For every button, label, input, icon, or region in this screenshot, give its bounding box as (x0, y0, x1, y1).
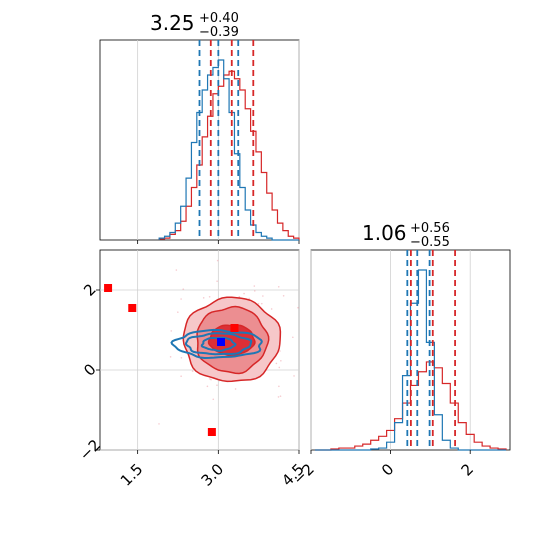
blue-contour-level-2 (170, 328, 263, 360)
bl-sample-point (175, 269, 178, 271)
bl-sample-point (177, 311, 179, 313)
panel-br-title: 1.06 (362, 221, 407, 245)
panel-top-title: 3.25 (150, 11, 195, 35)
bl-sample-point (253, 290, 256, 292)
bl-sample-point (279, 350, 281, 352)
panel-br-title-plus: +0.56 (410, 221, 450, 236)
blue-contour-level-0 (200, 336, 237, 352)
panel-br-title-minus: −0.55 (410, 235, 450, 250)
bl-sample-point (169, 356, 172, 358)
bl-sample-point (278, 385, 280, 388)
bl-sample-point (253, 285, 256, 287)
red-marker (128, 304, 137, 312)
bl-sample-point (234, 388, 237, 390)
bl-sample-point (260, 302, 263, 305)
bl-sample-point (180, 298, 182, 300)
red-marker (104, 284, 113, 292)
bl-sample-point (158, 423, 160, 425)
marginal-histogram-param1: 3.25 +0.40 −0.39 (99, 11, 300, 244)
bl-sample-point (209, 378, 211, 380)
br-xtick-label: 0 (378, 460, 397, 479)
bl-xtick-label: 1.5 (117, 460, 147, 490)
bl-sample-point (206, 385, 209, 388)
red-marker (230, 324, 239, 332)
bl-sample-point (216, 280, 218, 283)
bl-sample-point (277, 285, 280, 288)
bl-sample-point (262, 295, 264, 297)
bl-sample-point (275, 362, 278, 365)
bl-sample-point (279, 395, 282, 397)
bl-sample-point (216, 259, 219, 262)
bl-sample-point (202, 297, 205, 299)
br-xtick-label: 2 (458, 460, 477, 479)
bl-sample-point (180, 375, 182, 377)
bl-sample-point (191, 370, 194, 372)
bl-sample-point (182, 288, 185, 290)
bl-sample-point (180, 356, 183, 359)
bl-sample-point (297, 306, 299, 309)
bl-sample-point (280, 359, 282, 362)
bl-sample-point (248, 297, 250, 300)
marginal-histogram-param2: 1.06 +0.56 −0.55 −2 0 2 (289, 221, 511, 488)
panel-top-title-minus: −0.39 (199, 25, 239, 40)
bl-sample-point (292, 336, 294, 339)
panel-top-title-plus: +0.40 (199, 11, 239, 26)
bl-sample-point (243, 292, 245, 295)
blue-marker (217, 338, 226, 346)
blue-contour-level-1 (184, 332, 253, 356)
bl-xtick-label: 3.0 (198, 460, 228, 490)
bl-sample-point (170, 330, 173, 332)
bl-sample-point (210, 378, 212, 381)
bl-sample-point (208, 296, 211, 298)
bl-sample-point (293, 375, 295, 377)
red-marker (207, 428, 216, 436)
top-hist-series-1-step (158, 59, 299, 241)
bl-sample-point (270, 308, 273, 310)
bl-sample-point (212, 398, 215, 401)
bl-sample-point (257, 302, 260, 305)
bl-sample-point (277, 396, 280, 398)
joint-contour-panel: 1.5 3.0 4.5 −202 (76, 249, 308, 490)
br-hist-series-0-step (314, 361, 507, 451)
bl-sample-point (278, 366, 281, 369)
bl-sample-point (216, 384, 218, 386)
bl-sample-point (282, 294, 285, 297)
